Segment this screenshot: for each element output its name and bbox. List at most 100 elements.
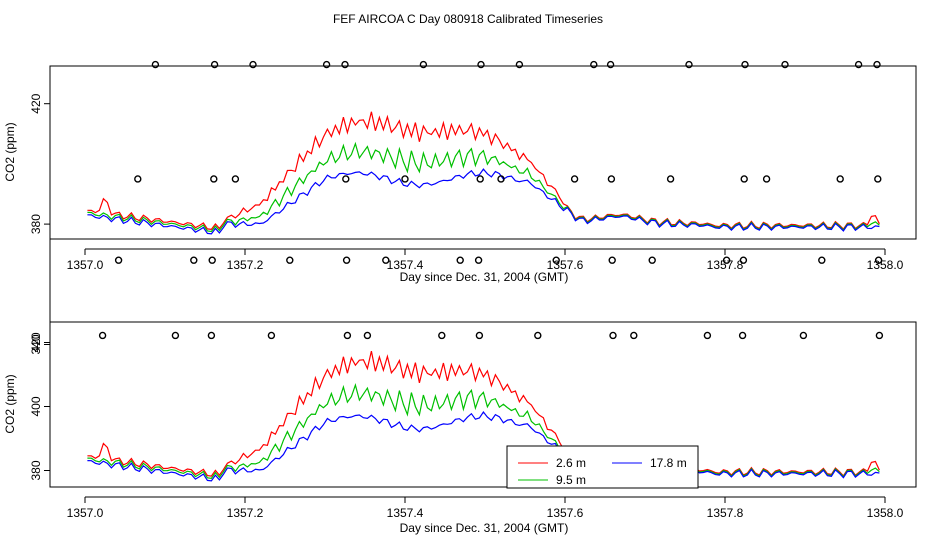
bottom-x-tick-label: 1357.6	[547, 506, 584, 520]
bottom-x-axis: 1357.0 1357.2 1357.4 1357.6 1357.8 1358.0	[67, 496, 904, 520]
calibration-marker	[570, 175, 579, 183]
calibration-marker	[208, 256, 216, 264]
calibration-marker	[609, 331, 617, 340]
calibration-marker	[363, 331, 372, 340]
bottom-y-axis-label: CO2 (ppm)	[3, 374, 17, 433]
calibration-marker	[456, 256, 464, 264]
calibration-marker	[474, 256, 483, 264]
bottom-plot-frame	[49, 321, 917, 488]
calibration-marker	[703, 331, 712, 340]
bottom-y-axis: 380 400 420	[29, 332, 51, 481]
calibration-marker	[608, 256, 616, 264]
bottom-x-tick-label: 1357.8	[707, 506, 744, 520]
legend-label-9-5m: 9.5 m	[556, 473, 586, 487]
bottom-panel: 1357.0 1357.2 1357.4 1357.6 1357.8 1358.0 380…	[3, 321, 917, 535]
bottom-x-tick-label: 1357.2	[227, 506, 264, 520]
bottom-x-tick-label: 1358.0	[867, 506, 904, 520]
calibration-marker	[98, 331, 107, 340]
top-x-tick-label: 1357.0	[67, 258, 104, 272]
top-plot-frame	[49, 65, 917, 240]
bottom-x-axis-label: Day since Dec. 31, 2004 (GMT)	[400, 521, 569, 535]
calibration-marker	[515, 60, 524, 69]
bottom-series-group	[87, 350, 880, 482]
calibration-marker	[476, 175, 484, 183]
calibration-marker	[419, 60, 428, 69]
calibration-marker	[114, 256, 123, 264]
calibration-marker	[249, 60, 257, 69]
legend: 2.6 m 9.5 m 17.8 m	[506, 445, 699, 489]
legend-label-2-6m: 2.6 m	[556, 456, 586, 470]
calibration-marker	[343, 331, 352, 340]
top-y-axis: 340 380 420	[29, 93, 51, 355]
top-y-tick-label: 380	[29, 214, 43, 234]
top-series-line-9-5-m	[87, 141, 880, 233]
calibration-marker	[210, 60, 219, 69]
top-x-tick-label: 1357.6	[547, 258, 584, 272]
calibration-marker	[648, 256, 656, 264]
top-calibration-markers	[98, 60, 884, 340]
calibration-marker	[134, 175, 142, 183]
top-series-line-17-8-m	[87, 168, 880, 235]
calibration-marker	[382, 256, 390, 264]
calibration-marker	[741, 60, 749, 69]
calibration-marker	[207, 331, 216, 340]
calibration-marker	[607, 175, 616, 183]
calibration-marker	[590, 60, 598, 69]
calibration-marker	[818, 256, 826, 264]
calibration-marker	[210, 175, 218, 183]
top-y-tick-label: 420	[29, 93, 43, 113]
top-panel: 1357.0 1357.2 1357.4 1357.6 1357.8 1358.0 340…	[3, 60, 917, 355]
calibration-marker	[286, 256, 294, 264]
top-series-line-2-6-m	[87, 111, 880, 231]
calibration-marker	[497, 175, 505, 183]
calibration-marker	[666, 175, 675, 183]
calibration-marker	[231, 175, 240, 183]
bottom-y-tick-label: 420	[29, 332, 43, 352]
calibration-marker	[740, 175, 748, 183]
calibration-marker	[401, 175, 409, 183]
calibration-marker	[534, 331, 542, 340]
calibration-marker	[799, 331, 808, 340]
calibration-marker	[738, 331, 747, 340]
calibration-marker	[322, 60, 331, 69]
bottom-x-tick-label: 1357.0	[67, 506, 104, 520]
calibration-marker	[685, 60, 693, 69]
chart-title: FEF AIRCOA C Day 080918 Calibrated Times…	[333, 12, 603, 26]
calibration-marker	[267, 331, 276, 340]
calibration-marker	[762, 175, 771, 183]
top-x-tick-label: 1357.4	[387, 258, 424, 272]
calibration-marker	[151, 60, 160, 69]
top-x-tick-label: 1357.2	[227, 258, 264, 272]
top-y-tick-label: 340	[29, 334, 43, 354]
top-x-tick-label: 1357.8	[707, 258, 744, 272]
calibration-marker	[171, 331, 180, 340]
bottom-series-line-2-6-m	[87, 350, 880, 477]
calibration-marker	[781, 60, 789, 69]
top-y-axis-label: CO2 (ppm)	[3, 122, 17, 181]
bottom-x-tick-label: 1357.4	[387, 506, 424, 520]
bottom-series-line-9-5-m	[87, 383, 880, 479]
calibration-marker	[341, 60, 349, 69]
legend-box	[506, 445, 699, 489]
top-x-axis-label: Day since Dec. 31, 2004 (GMT)	[400, 270, 569, 284]
calibration-marker	[475, 331, 484, 340]
calibration-marker	[722, 256, 731, 264]
calibration-marker	[342, 175, 350, 183]
calibration-marker	[477, 60, 485, 69]
bottom-y-tick-label: 380	[29, 460, 43, 480]
calibration-marker	[630, 331, 638, 340]
top-x-tick-label: 1358.0	[867, 258, 904, 272]
calibration-marker	[836, 175, 844, 183]
calibration-marker	[874, 256, 883, 264]
calibration-marker	[190, 256, 198, 264]
top-x-axis: 1357.0 1357.2 1357.4 1357.6 1357.8 1358.0	[67, 248, 904, 272]
calibration-marker	[342, 256, 351, 264]
bottom-series-line-17-8-m	[87, 410, 880, 482]
calibration-marker	[874, 175, 882, 183]
top-series-group	[87, 111, 880, 235]
calibration-marker	[854, 60, 863, 69]
calibration-marker	[875, 331, 884, 340]
calibration-marker	[438, 331, 446, 340]
calibration-marker	[873, 60, 881, 69]
